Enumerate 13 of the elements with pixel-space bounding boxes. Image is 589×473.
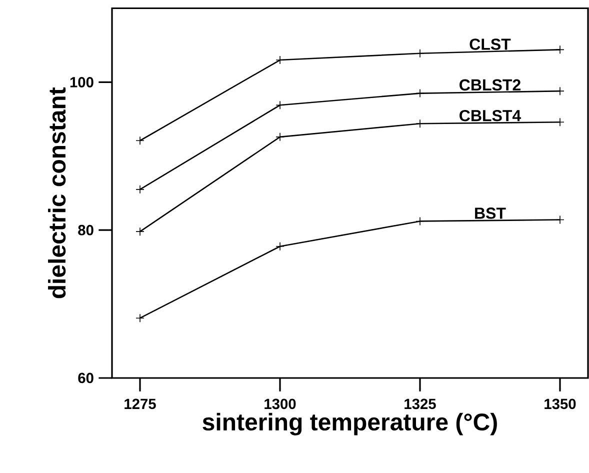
x-axis-title: sintering temperature (°C): [202, 412, 497, 436]
series-label: CBLST2: [460, 79, 520, 91]
x-tick-label: 1275: [124, 398, 156, 410]
series-label: BST: [475, 208, 506, 219]
series-label: CBLST4: [460, 110, 522, 122]
y-tick-label: 60: [78, 372, 94, 384]
y-tick-label: 80: [78, 224, 94, 236]
y-axis-title: dielectric constant: [48, 87, 66, 298]
series-label: CLST: [470, 38, 511, 50]
x-tick-label: 1350: [544, 398, 576, 410]
y-tick-label: 100: [70, 77, 94, 88]
x-tick-label: 1325: [404, 398, 436, 410]
x-tick-label: 1300: [264, 398, 296, 410]
